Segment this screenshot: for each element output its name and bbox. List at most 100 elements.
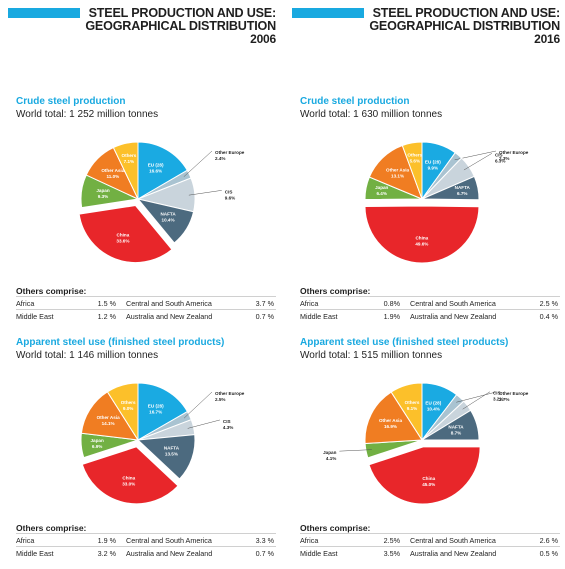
title-year: 2006 — [250, 32, 276, 46]
others-comprise-title: Others comprise: — [16, 523, 87, 533]
title-year: 2016 — [534, 32, 560, 46]
pie-slice-nafta — [136, 198, 195, 244]
pie-slice-eu-28 — [137, 141, 188, 200]
slice-name: CIS — [493, 391, 501, 396]
region-name: Africa — [16, 536, 35, 545]
slice-label-eu-28: EU (28)16.7% — [148, 403, 164, 414]
slice-value: 9.9% — [428, 165, 438, 170]
region-share: 1.9% — [383, 312, 400, 321]
slice-name: China — [117, 233, 130, 238]
leader-line — [462, 391, 491, 410]
slice-name: Japan — [375, 185, 388, 190]
region-share: 2.6 % — [539, 536, 558, 545]
region-name: Middle East — [16, 312, 54, 321]
pie-slice-nafta — [136, 434, 196, 480]
region-share: 3.5% — [383, 549, 400, 558]
pie-slice-china — [78, 205, 173, 263]
leader-line — [188, 190, 222, 196]
others-comprise-table: Africa 1.9 % Central and South America 3… — [16, 533, 276, 559]
pie-slice-other-asia — [80, 391, 139, 441]
title-line-1: STEEL PRODUCTION AND USE: — [88, 6, 277, 20]
slice-name: Other Europe — [215, 391, 245, 396]
slice-value: 8.7% — [451, 430, 461, 435]
slice-value: 10.4% — [162, 218, 175, 223]
slice-name: Others — [405, 400, 420, 405]
slice-value: 16.9% — [384, 424, 397, 429]
section-total: World total: 1 146 million tonnes — [16, 350, 159, 361]
pie-slice-others — [390, 382, 423, 442]
region-name: Middle East — [300, 549, 338, 558]
leader-line — [183, 391, 213, 419]
slice-value: 2.4% — [215, 156, 225, 161]
pie-slice-others — [112, 141, 139, 200]
region-share: 3.2 % — [97, 549, 116, 558]
region-name: Australia and New Zealand — [126, 549, 213, 558]
slice-value: 4.3% — [223, 425, 233, 430]
slice-value: 11.0% — [106, 174, 119, 179]
region-share: 0.8% — [383, 299, 400, 308]
section-title: Crude steel production — [16, 96, 126, 107]
others-comprise-table: Africa 0.8% Central and South America 2.… — [300, 296, 560, 322]
slice-value: 3.2% — [493, 397, 503, 402]
slice-name: NAFTA — [164, 445, 180, 450]
slice-name: Japan — [323, 450, 336, 455]
pie-slice-nafta — [420, 409, 480, 441]
slice-name: Other Europe — [499, 391, 529, 396]
slice-value: 2.7% — [499, 397, 509, 402]
right-column: STEEL PRODUCTION AND USE: GEOGRAPHICAL D… — [292, 0, 562, 569]
region-name: Middle East — [16, 549, 54, 558]
others-row: Africa 1.9 % Central and South America 3… — [16, 533, 276, 546]
section-total: World total: 1 630 million tonnes — [300, 109, 443, 120]
pie-chart-use-2006: EU (28)16.7%Other Europe2.5%CIS4.3%NAFTA… — [80, 382, 245, 505]
slice-name: Other Asia — [101, 168, 125, 173]
slice-name: Japan — [96, 188, 109, 193]
slice-value: 16.6% — [149, 168, 162, 173]
slice-value: 13.1% — [391, 173, 404, 178]
region-name: Africa — [300, 536, 319, 545]
section-title: Apparent steel use (finished steel produ… — [16, 337, 225, 348]
slice-name: Other Asia — [386, 167, 410, 172]
slice-value: 16.7% — [149, 409, 162, 414]
slice-value: 13.5% — [165, 451, 178, 456]
pie-slice-china — [81, 446, 179, 505]
pie-slice-others — [401, 141, 423, 200]
region-share: 3.3 % — [255, 536, 274, 545]
slice-name: NAFTA — [448, 424, 464, 429]
slice-name: Other Europe — [215, 150, 245, 155]
slice-value: 6.9% — [92, 444, 102, 449]
slice-value: 2.5% — [215, 397, 225, 402]
region-share: 1.2 % — [97, 312, 116, 321]
slice-name: EU (28) — [425, 401, 441, 406]
pie-chart-production-2016: EU (28)9.9%Other Europe2.3%CIS6.3%NAFTA6… — [364, 141, 529, 264]
slice-name: Other Asia — [97, 415, 121, 420]
others-row: Middle East 3.2 % Australia and New Zeal… — [16, 546, 276, 559]
region-share: 0.5 % — [539, 549, 558, 558]
region-name: Australia and New Zealand — [410, 312, 497, 321]
others-comprise-title: Others comprise: — [300, 286, 371, 296]
slice-name: Others — [122, 153, 137, 158]
page-title: STEEL PRODUCTION AND USE: GEOGRAPHICAL D… — [85, 7, 276, 46]
others-row: Middle East 1.9% Australia and New Zeala… — [300, 309, 560, 322]
region-share: 1.5 % — [97, 299, 116, 308]
section-title: Crude steel production — [300, 96, 410, 107]
others-row: Africa 1.5 % Central and South America 3… — [16, 296, 276, 309]
region-name: Australia and New Zealand — [126, 312, 213, 321]
slice-value: 6.7% — [457, 191, 467, 196]
others-row: Africa 0.8% Central and South America 2.… — [300, 296, 560, 309]
region-share: 1.9 % — [97, 536, 116, 545]
